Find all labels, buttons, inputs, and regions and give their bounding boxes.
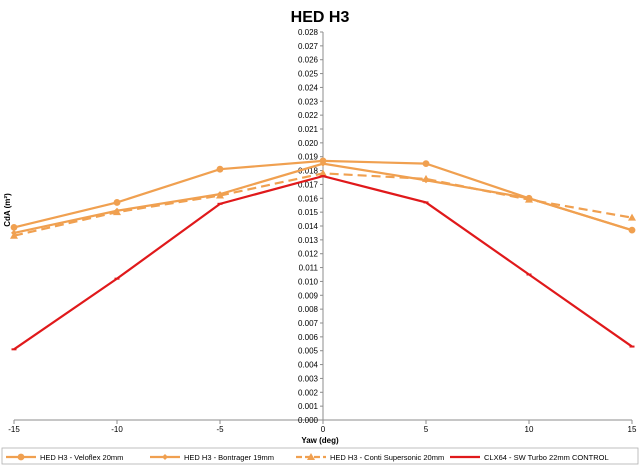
y-tick-label: 0.019 (298, 153, 319, 162)
x-tick-label: -15 (8, 425, 20, 434)
data-point (320, 160, 326, 167)
data-point (422, 174, 430, 182)
x-tick-label: 15 (628, 425, 637, 434)
x-tick-label: -5 (216, 425, 224, 434)
y-tick-label: 0.000 (298, 416, 319, 425)
x-axis-label: Yaw (deg) (301, 436, 339, 445)
y-tick-label: 0.006 (298, 333, 319, 342)
y-tick-label: 0.004 (298, 361, 319, 370)
y-tick-label: 0.007 (298, 319, 319, 328)
y-tick-label: 0.008 (298, 305, 319, 314)
y-tick-label: 0.017 (298, 180, 319, 189)
data-point (525, 195, 533, 203)
x-tick-label: 5 (424, 425, 429, 434)
x-tick-label: 0 (321, 425, 326, 434)
legend-item: HED H3 - Conti Supersonic 20mm (296, 453, 444, 462)
x-tick-label: 10 (525, 425, 534, 434)
chart-title: HED H3 (291, 9, 350, 26)
y-tick-label: 0.028 (298, 28, 319, 37)
y-axis-label: CdA (m²) (3, 193, 12, 227)
y-tick-label: 0.005 (298, 347, 319, 356)
series-4 (11, 174, 635, 351)
y-tick-label: 0.027 (298, 42, 319, 51)
y-tick-label: 0.011 (299, 264, 319, 273)
x-tick-label: -10 (111, 425, 123, 434)
data-point (216, 191, 224, 199)
legend-item: CLX64 - SW Turbo 22mm CONTROL (450, 453, 609, 462)
y-tick-label: 0.012 (298, 250, 319, 259)
y-tick-label: 0.009 (298, 291, 319, 300)
y-tick-label: 0.015 (298, 208, 319, 217)
y-tick-label: 0.003 (298, 374, 319, 383)
legend-marker (17, 453, 25, 461)
legend-label: HED H3 - Conti Supersonic 20mm (330, 453, 444, 462)
y-tick-label: 0.022 (298, 111, 319, 120)
y-tick-label: 0.023 (298, 97, 319, 106)
data-point (113, 199, 121, 206)
data-point (216, 165, 224, 173)
y-tick-label: 0.010 (298, 277, 319, 286)
y-tick-label: 0.025 (298, 70, 319, 79)
series-3 (10, 169, 636, 239)
y-tick-label: 0.014 (298, 222, 319, 231)
y-tick-label: 0.013 (298, 236, 319, 245)
axes: 0.000 0.001 0.002 0.003 0.004 0.005 0.006 0.007… (8, 28, 637, 434)
y-tick-label: 0.024 (298, 83, 319, 92)
y-tick-label: 0.002 (298, 388, 319, 397)
legend-item: HED H3 - Veloflex 20mm (6, 453, 123, 462)
y-tick-label: 0.026 (298, 56, 319, 65)
legend-label: HED H3 - Bontrager 19mm (184, 453, 274, 462)
y-tick-label: 0.021 (298, 125, 319, 134)
data-point (113, 208, 121, 216)
data-point (628, 213, 636, 221)
y-tick-label: 0.016 (298, 194, 319, 203)
legend: HED H3 - Veloflex 20mm HED H3 - Bontrager… (1, 447, 639, 465)
legend-marker (307, 453, 315, 460)
legend-label: CLX64 - SW Turbo 22mm CONTROL (484, 453, 609, 462)
legend-item: HED H3 - Bontrager 19mm (150, 453, 274, 462)
y-tick-label: 0.018 (298, 167, 319, 176)
data-point (629, 227, 635, 234)
legend-marker (162, 454, 168, 460)
plot-area (10, 157, 636, 351)
data-point (319, 169, 327, 177)
data-point (10, 223, 18, 231)
data-point (10, 231, 18, 239)
y-tick-label: 0.020 (298, 139, 319, 148)
y-tick-label: 0.001 (298, 402, 319, 411)
data-point (422, 160, 430, 168)
legend-label: HED H3 - Veloflex 20mm (40, 453, 123, 462)
